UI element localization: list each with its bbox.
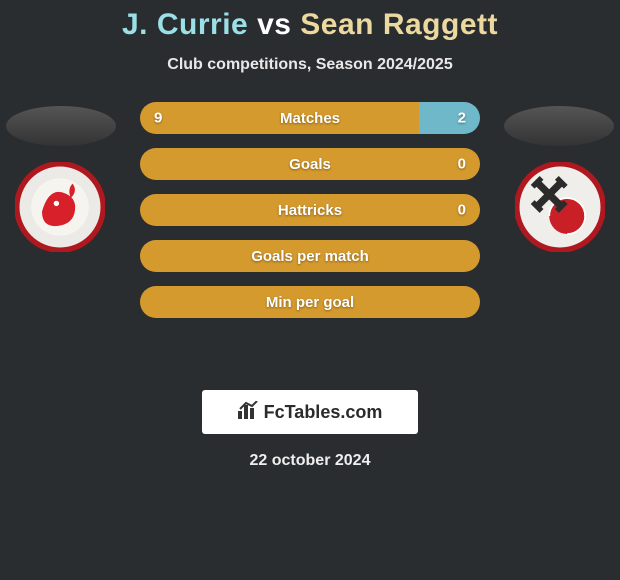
brand-text: FcTables.com xyxy=(264,402,383,423)
subtitle: Club competitions, Season 2024/2025 xyxy=(0,56,620,74)
player2-crest xyxy=(515,162,605,252)
title-player2: Sean Raggett xyxy=(300,8,498,41)
stat-bar-label: Goals per match xyxy=(251,248,369,265)
root: J. Currie vs Sean Raggett Club competiti… xyxy=(0,0,620,470)
stat-value-right: 0 xyxy=(458,202,466,219)
title-player1: J. Currie xyxy=(122,8,248,41)
player1-oval xyxy=(6,106,116,146)
rotherham-crest-icon xyxy=(515,162,605,252)
stat-bar-label: Goals xyxy=(289,156,331,173)
stat-bar: Min per goal xyxy=(140,286,480,318)
stat-bar-label: Hattricks xyxy=(278,202,342,219)
comparison-board: Matches 9 2 Goals 0 Hattricks 0 Goals per match… xyxy=(0,102,620,382)
stat-bar: Goals 0 xyxy=(140,148,480,180)
stat-bar-label: Matches xyxy=(280,110,340,127)
leyton-orient-crest-icon xyxy=(15,162,105,252)
stat-bar-fill-right xyxy=(419,102,480,134)
stat-bars: Matches 9 2 Goals 0 Hattricks 0 Goals per match… xyxy=(140,102,480,332)
stat-value-left: 9 xyxy=(154,110,162,127)
brand-box: FcTables.com xyxy=(202,390,418,434)
stat-bar-label: Min per goal xyxy=(266,294,354,311)
date-stamp: 22 october 2024 xyxy=(0,452,620,470)
player2-oval xyxy=(504,106,614,146)
stat-bar: Matches 9 2 xyxy=(140,102,480,134)
bar-chart-icon xyxy=(238,401,258,424)
stat-value-right: 2 xyxy=(458,110,466,127)
stat-bar: Goals per match xyxy=(140,240,480,272)
page-title: J. Currie vs Sean Raggett xyxy=(0,8,620,42)
stat-bar: Hattricks 0 xyxy=(140,194,480,226)
player1-crest xyxy=(15,162,105,252)
stat-value-right: 0 xyxy=(458,156,466,173)
title-vs: vs xyxy=(257,8,291,41)
